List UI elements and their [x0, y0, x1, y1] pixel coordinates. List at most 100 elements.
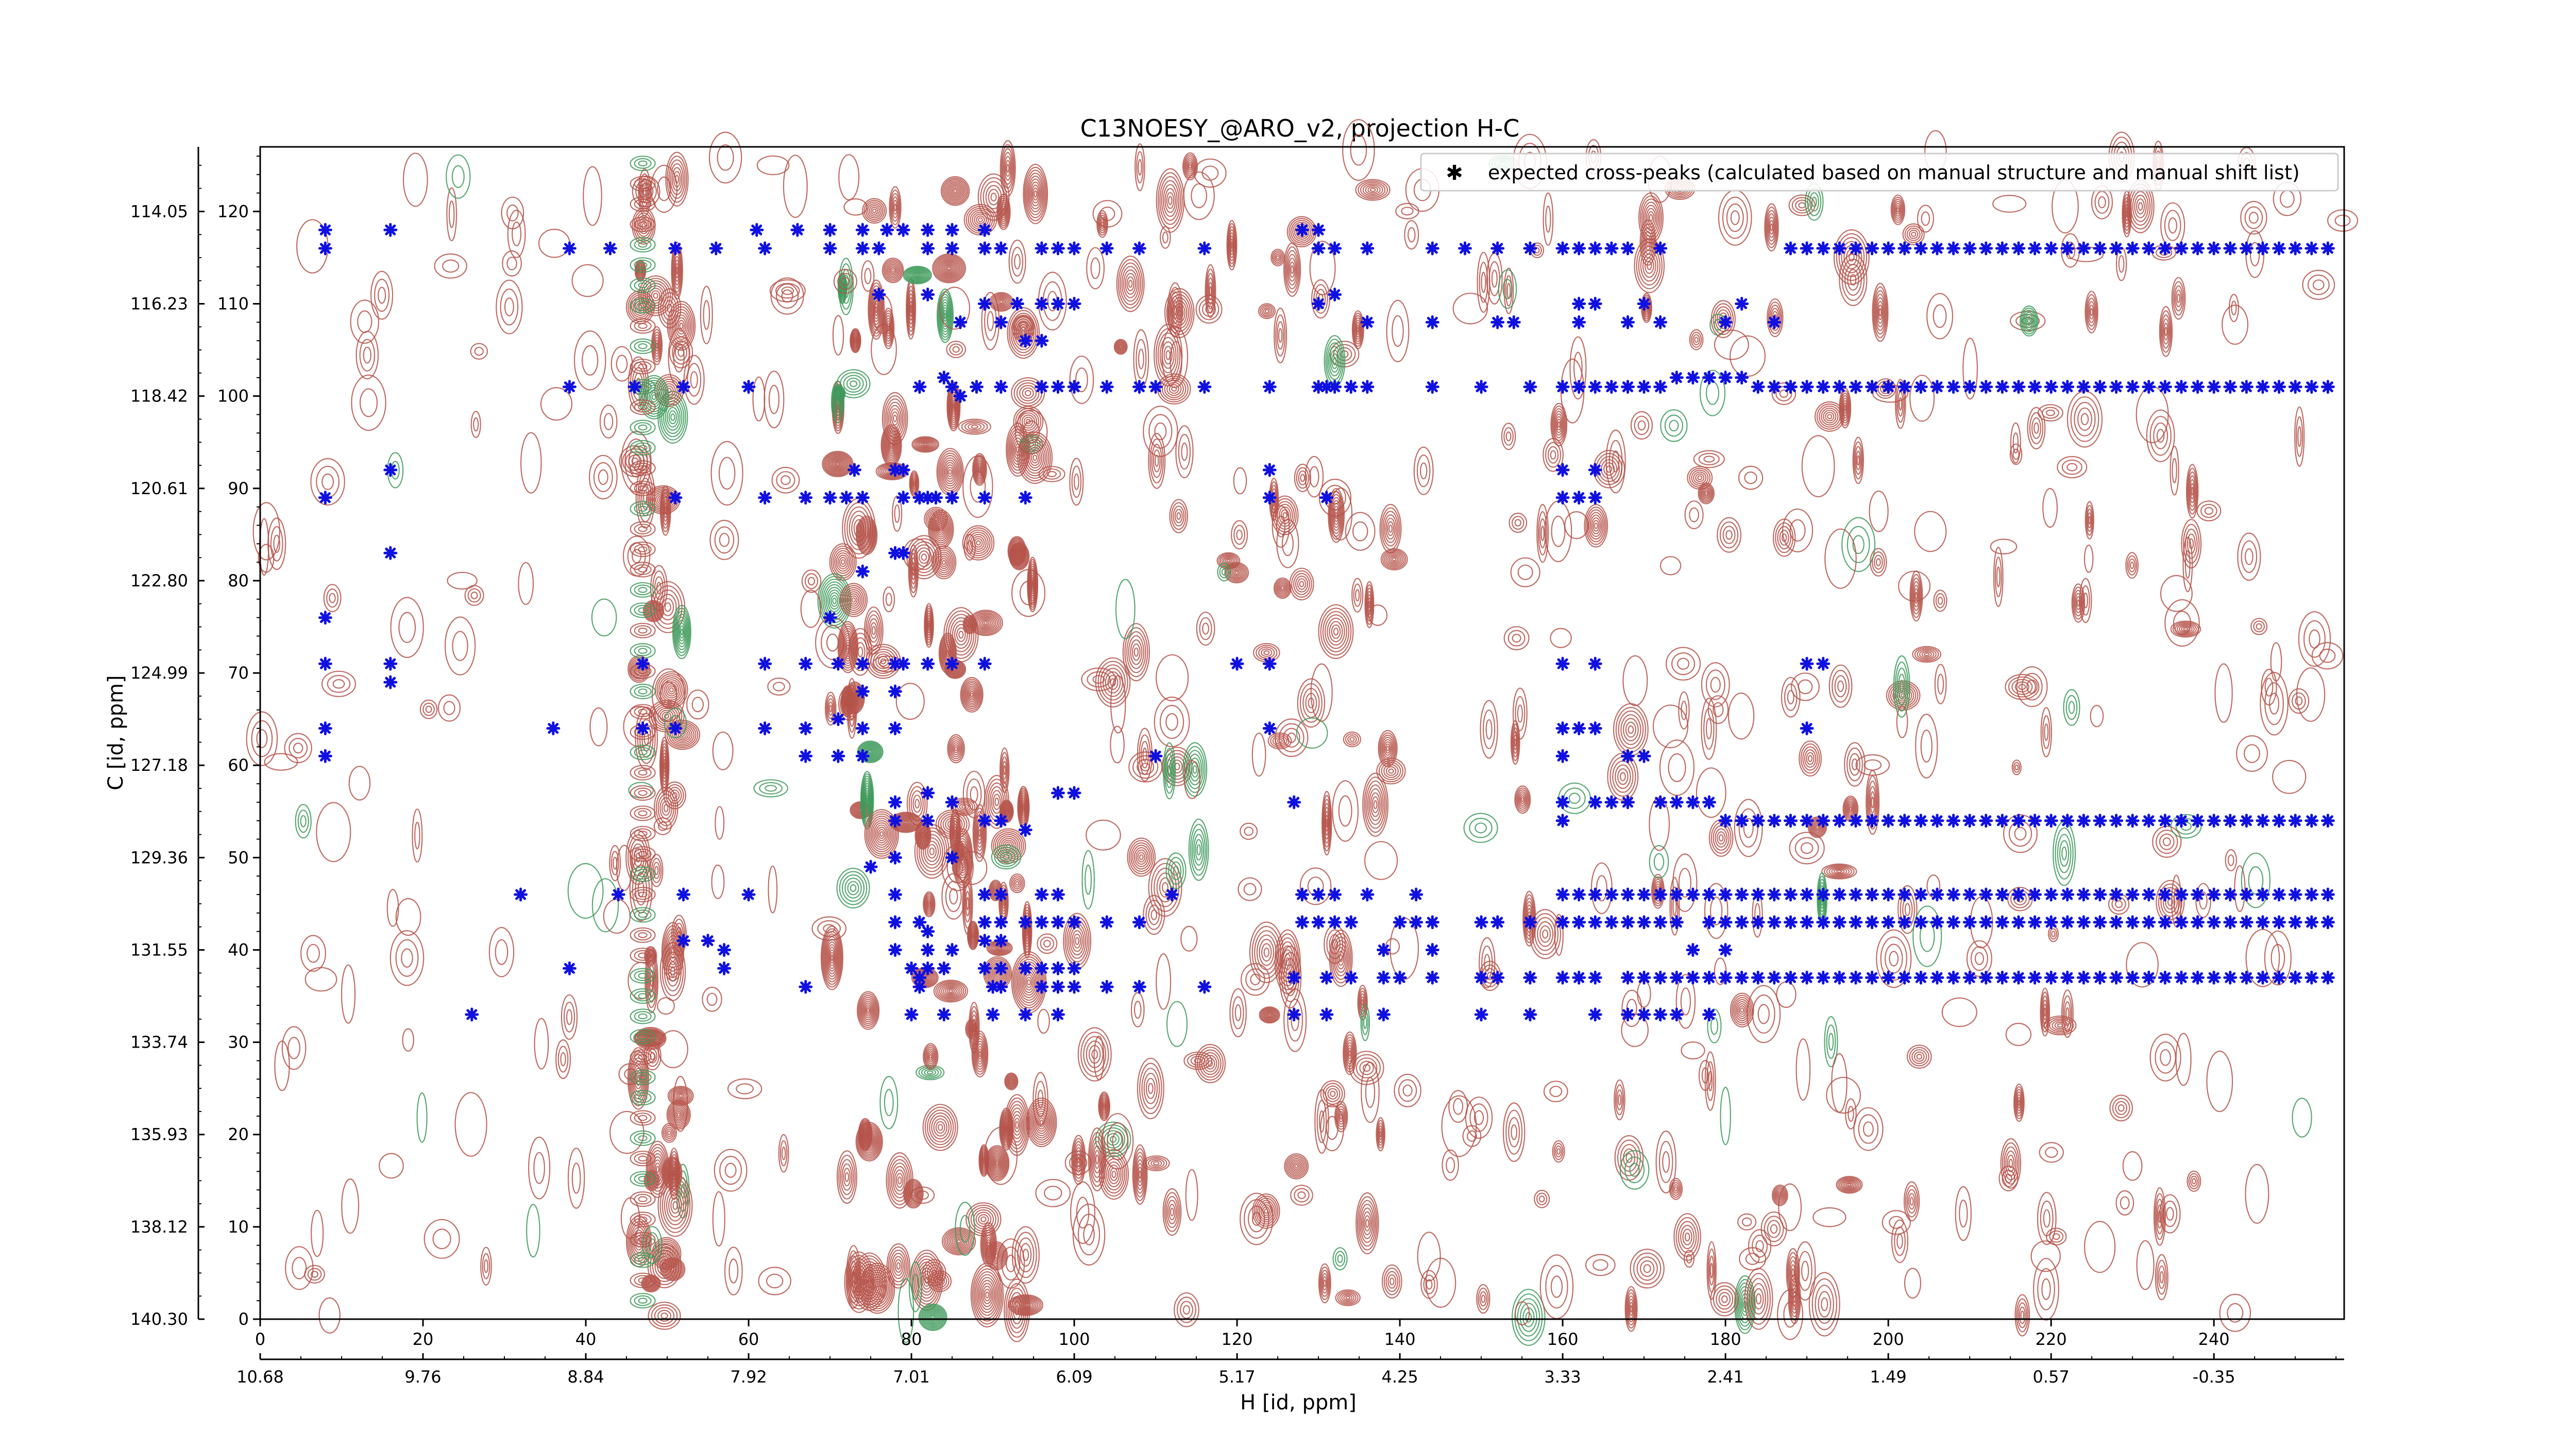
marker-glyph: [1686, 370, 1700, 385]
contour-ring: [2041, 1278, 2051, 1300]
contour-ring: [2166, 1207, 2174, 1221]
marker-glyph: [1604, 915, 1619, 930]
marker-glyph: [2223, 915, 2238, 930]
contour-ring: [482, 1253, 490, 1279]
contour-ring: [1154, 422, 1167, 441]
contour-ring: [1911, 1049, 1927, 1065]
marker-glyph: [929, 491, 943, 505]
contour-ring: [632, 175, 660, 208]
contour-ring: [1195, 839, 1203, 861]
contour-ring: [563, 1002, 575, 1033]
contour-ring: [949, 738, 963, 760]
marker-glyph: [758, 656, 772, 671]
marker-glyph: [1897, 814, 1912, 828]
contour-ring: [870, 622, 877, 639]
marker-glyph: [1849, 915, 1863, 930]
contour-ring: [1502, 279, 1513, 299]
contour-ring: [1334, 1101, 1348, 1133]
cross-peak-marker: [1621, 749, 1635, 763]
contour-ring: [970, 1207, 997, 1232]
marker-glyph: [1849, 887, 1863, 902]
contour-ring: [1161, 180, 1180, 221]
contour-ring: [1320, 1270, 1330, 1297]
contour-ring: [629, 838, 647, 877]
cross-peak-marker: [1572, 970, 1586, 985]
contour-ring: [1659, 556, 1682, 576]
contour-ring: [1847, 1183, 1852, 1187]
contour-ring: [1689, 329, 1704, 350]
contour-ring: [1453, 1098, 1464, 1115]
cross-peak-marker: [2044, 241, 2058, 256]
contour-ring: [507, 210, 526, 258]
cross-peak-marker: [888, 943, 902, 957]
cross-peak-marker: [1800, 721, 1814, 735]
contour-ring: [1323, 1279, 1327, 1287]
contour-ring: [432, 1228, 451, 1250]
contour-ring: [2225, 849, 2237, 871]
contour-ring: [1815, 1285, 1834, 1324]
contour-ring: [1252, 1193, 1280, 1229]
contour-ring: [1183, 1051, 1213, 1070]
contour-ring: [616, 845, 633, 891]
contour-ring: [1175, 425, 1194, 479]
contour-ring: [591, 878, 619, 933]
contour-ring: [1515, 787, 1530, 812]
contour-ring: [1416, 454, 1431, 487]
contour-ring: [502, 250, 522, 277]
contour-ring: [951, 740, 961, 757]
cross-peak-marker: [636, 721, 650, 735]
cross-peak-marker: [383, 223, 398, 237]
marker-glyph: [2191, 241, 2205, 256]
cross-peak-marker: [1767, 970, 1782, 985]
contour-ring: [326, 588, 339, 608]
contour-ring: [825, 454, 850, 474]
contour-ring: [1716, 831, 1726, 845]
contour-ring: [977, 1277, 997, 1313]
contour-ring: [1791, 672, 1820, 701]
contour-ring: [1647, 211, 1655, 225]
cross-peak-marker: [1588, 241, 1602, 256]
contour-ring: [974, 1038, 986, 1070]
marker-glyph: [945, 241, 959, 256]
contour-ring: [1556, 1148, 1561, 1155]
marker-glyph: [1816, 887, 1831, 902]
cross-peak-marker: [1946, 241, 1961, 256]
contour-ring: [1016, 320, 1030, 337]
contour-ring: [1073, 473, 1079, 491]
contour-ring: [657, 176, 671, 201]
marker-glyph: [1702, 970, 1716, 985]
cross-peak-marker: [921, 288, 935, 302]
contour-ring: [2090, 308, 2093, 316]
contour-ring: [1188, 818, 1209, 881]
contour-ring: [1910, 574, 1922, 618]
contour-ring: [658, 496, 668, 504]
contour-ring: [1364, 841, 1398, 880]
cross-peak-marker: [1018, 823, 1032, 837]
cross-peak-marker: [2256, 814, 2270, 828]
cross-peak-marker: [823, 611, 837, 625]
contour-ring: [1379, 1131, 1382, 1138]
cross-peak-marker: [1621, 241, 1635, 256]
contour-ring: [1909, 1197, 1914, 1206]
contour-ring: [863, 1133, 875, 1151]
contour-ring: [2130, 561, 2134, 569]
marker-glyph: [1637, 1007, 1651, 1022]
marker-glyph: [1458, 241, 1472, 256]
contour-ring: [1208, 281, 1213, 301]
contour-ring: [2307, 274, 2330, 295]
contour-ring: [885, 593, 892, 606]
marker-glyph: [823, 611, 837, 625]
contour-ring: [1017, 1237, 1035, 1273]
contour-ring: [2040, 991, 2049, 1033]
contour-ring: [1099, 216, 1106, 231]
marker-glyph: [1287, 795, 1301, 810]
contour-ring: [1478, 1287, 1489, 1310]
contour-ring: [618, 1063, 642, 1085]
contour-ring: [1148, 414, 1173, 449]
contour-ring: [1553, 411, 1565, 439]
contour-ring: [1519, 795, 1526, 804]
contour-ring: [832, 384, 844, 420]
contour-ring: [783, 155, 808, 218]
contour-ring: [1788, 194, 1816, 216]
marker-glyph: [1035, 297, 1049, 311]
